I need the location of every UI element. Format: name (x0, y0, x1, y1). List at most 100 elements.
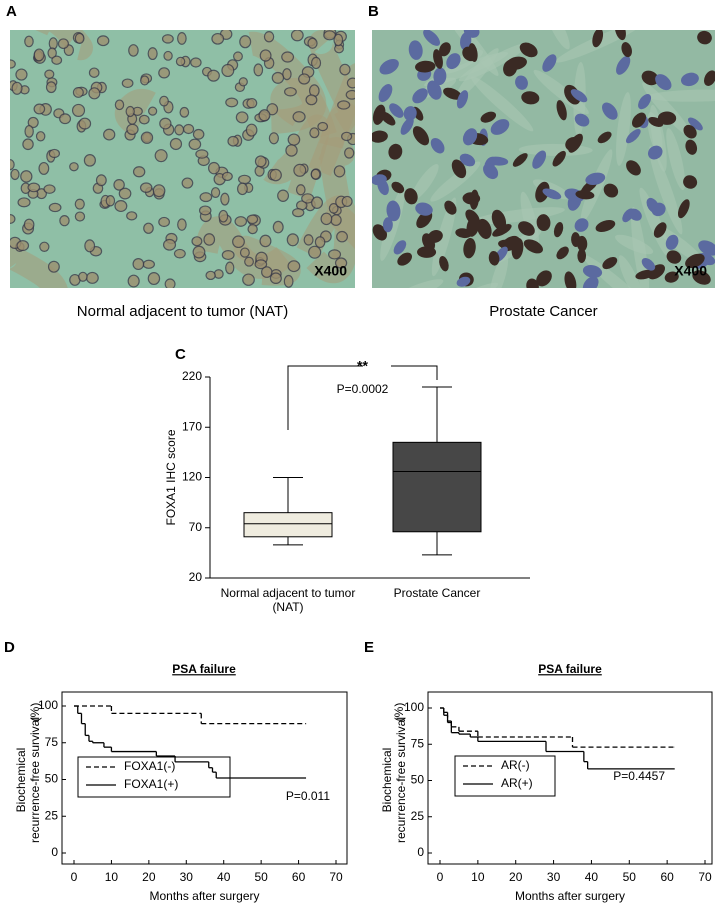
nucleus (139, 182, 153, 193)
nucleus (239, 247, 250, 258)
legend-label: AR(-) (501, 758, 530, 772)
magnification: X400 (674, 263, 707, 279)
nucleus (582, 265, 603, 278)
nucleus (683, 175, 698, 189)
nucleus (311, 196, 323, 209)
nucleus (575, 190, 595, 200)
nucleus (632, 112, 647, 128)
nucleus (232, 235, 245, 249)
nucleus (195, 149, 209, 159)
nucleus (404, 188, 418, 205)
nucleus (266, 103, 279, 116)
stroma (458, 43, 529, 82)
nucleus (574, 218, 589, 232)
nucleus (653, 222, 667, 238)
stroma (580, 149, 613, 223)
nucleus (51, 55, 63, 65)
stroma (411, 164, 439, 201)
nucleus (238, 77, 248, 87)
stroma (431, 197, 457, 277)
nucleus (556, 100, 567, 121)
nucleus (38, 161, 50, 175)
nucleus (388, 143, 403, 160)
nucleus (337, 100, 351, 110)
nucleus (246, 214, 259, 225)
nucleus (207, 161, 220, 175)
nucleus (290, 30, 304, 42)
nucleus (33, 103, 46, 115)
nucleus (47, 260, 60, 273)
nucleus (704, 70, 715, 86)
nucleus (132, 258, 145, 271)
nucleus (287, 133, 301, 146)
nucleus (173, 248, 186, 259)
nucleus (570, 89, 588, 103)
nucleus (22, 138, 34, 151)
x-tick-label: 0 (437, 870, 444, 884)
nucleus (282, 68, 292, 81)
nucleus (15, 68, 28, 81)
nucleus (307, 37, 318, 49)
nucleus (345, 89, 355, 100)
nucleus (303, 234, 314, 246)
nucleus (476, 218, 492, 239)
nucleus (417, 246, 437, 258)
nucleus (207, 69, 220, 82)
nucleus (574, 113, 590, 127)
chart-title: PSA failure (538, 662, 602, 676)
y-axis-label: recurrence-free survival (28, 717, 42, 843)
chart-title: PSA failure (172, 662, 236, 676)
nucleus (657, 111, 677, 125)
nucleus (11, 81, 23, 95)
nucleus (378, 84, 393, 103)
nucleus (372, 224, 388, 241)
nucleus (259, 49, 272, 62)
y-tick-label: 20 (189, 570, 203, 584)
nucleus (535, 181, 550, 203)
y-tick-label: 220 (182, 369, 202, 383)
x-tick-label: 10 (471, 870, 485, 884)
nucleus (59, 214, 70, 227)
nucleus (556, 246, 569, 260)
nucleus (203, 233, 216, 246)
nucleus (147, 47, 158, 61)
nucleus (444, 200, 457, 215)
nucleus (310, 168, 321, 180)
nucleus (286, 233, 299, 247)
nucleus (103, 128, 116, 141)
nucleus (483, 163, 499, 180)
nucleus (147, 272, 161, 286)
nucleus (114, 99, 125, 111)
nucleus (213, 269, 224, 279)
nucleus (487, 156, 509, 166)
nucleus (10, 214, 16, 224)
nucleus (78, 271, 88, 282)
y-axis-unit: (%) (392, 703, 406, 722)
nucleus (259, 234, 272, 248)
gland-tissue (35, 30, 93, 61)
nucleus (685, 139, 698, 155)
nucleus (253, 63, 264, 77)
nucleus (532, 150, 547, 169)
nucleus (518, 221, 535, 236)
nucleus (480, 111, 497, 123)
nucleus (59, 113, 72, 125)
nucleus (225, 97, 239, 108)
x-tick-label: Normal adjacent to tumor (NAT) (220, 586, 356, 614)
nucleus (44, 69, 55, 79)
nucleus (283, 274, 294, 288)
nucleus (582, 276, 599, 288)
nucleus (227, 135, 239, 147)
y-tick-label: 75 (411, 736, 425, 750)
nucleus (292, 208, 305, 218)
legend-label: FOXA1(-) (124, 759, 175, 773)
nucleus (463, 30, 480, 38)
nucleus (334, 257, 348, 269)
nucleus (154, 149, 168, 163)
nucleus (293, 163, 307, 177)
stroma (549, 0, 593, 9)
nucleus (210, 187, 221, 198)
y-axis-unit: (%) (28, 703, 42, 722)
nucleus (468, 43, 478, 62)
